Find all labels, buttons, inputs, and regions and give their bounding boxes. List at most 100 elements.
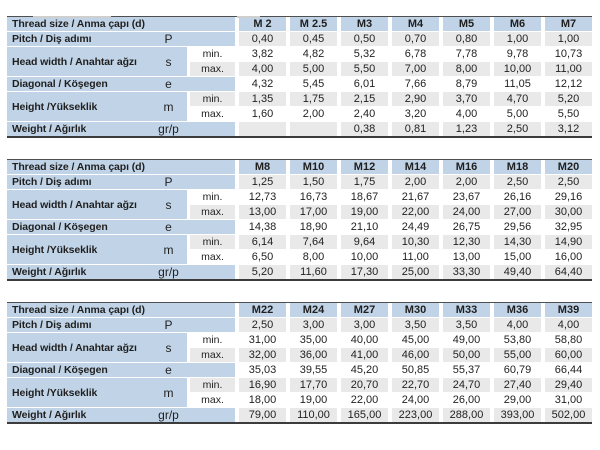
value-cell: 1,50	[286, 175, 337, 189]
size-header-cell: M10	[286, 160, 337, 174]
max-label: max.	[187, 107, 235, 121]
row-label-text: Pitch / Diş adımı	[12, 33, 92, 45]
value-cell: 26,75	[439, 220, 490, 234]
value-cell: 29,56	[490, 220, 541, 234]
thread-size-header-label: Thread size / Anma çapı (d)	[7, 303, 235, 317]
row-label-text: Head width / Anahtar ağzı	[12, 55, 137, 68]
min-label: min.	[187, 190, 235, 204]
value-cell: 0,40	[235, 32, 286, 46]
value-cell: 4,70	[490, 92, 541, 106]
value-cell: 11,05	[490, 77, 541, 91]
size-header-cell: M36	[490, 303, 541, 317]
value-cell: 5,32	[337, 47, 388, 61]
value-cell: 14,30	[490, 235, 541, 249]
row-label-pitch: Pitch / Diş adımı P	[7, 32, 235, 46]
value-cell: 10,00	[337, 250, 388, 264]
value-cell: 6,78	[388, 47, 439, 61]
value-cell: 12,12	[541, 77, 592, 91]
row-label-height: Height /Yükseklik m	[7, 92, 187, 121]
value-cell: 53,80	[490, 333, 541, 347]
value-cell: 41,00	[337, 348, 388, 362]
value-cell: 60,00	[541, 348, 592, 362]
row-label-text: Weight / Ağırlık	[12, 123, 87, 135]
value-cell: 31,00	[541, 393, 592, 407]
value-cell	[286, 122, 337, 136]
value-cell: 31,00	[235, 333, 286, 347]
value-cell: 20,70	[337, 378, 388, 392]
value-cell: 10,00	[490, 62, 541, 76]
value-cell: 29,16	[541, 190, 592, 204]
value-cell: 24,00	[388, 393, 439, 407]
row-label-text: Pitch / Diş adımı	[12, 319, 92, 331]
value-cell: 17,30	[337, 265, 388, 279]
min-label: min.	[187, 333, 235, 347]
value-cell: 19,00	[286, 393, 337, 407]
value-cell: 55,37	[439, 363, 490, 377]
size-header-cell: M33	[439, 303, 490, 317]
value-cell: 29,40	[541, 378, 592, 392]
value-cell: 0,38	[337, 122, 388, 136]
value-cell: 26,00	[439, 393, 490, 407]
thread-size-header-label: Thread size / Anma çapı (d)	[7, 17, 235, 31]
page-crop-artifact	[33, 16, 111, 18]
value-cell: 8,00	[439, 62, 490, 76]
value-cell: 1,23	[439, 122, 490, 136]
row-symbol: m	[163, 385, 174, 400]
value-cell: 3,82	[235, 47, 286, 61]
value-cell: 36,00	[286, 348, 337, 362]
value-cell: 17,00	[286, 205, 337, 219]
size-header-cell: M39	[541, 303, 592, 317]
value-cell: 7,66	[388, 77, 439, 91]
value-cell: 9,64	[337, 235, 388, 249]
row-label-text: Height /Yükseklik	[12, 243, 98, 256]
row-label-weight: Weight / Ağırlık gr/p	[7, 408, 235, 422]
row-label-text: Head width / Anahtar ağzı	[12, 198, 137, 211]
size-header-cell: M30	[388, 303, 439, 317]
value-cell: 2,90	[388, 92, 439, 106]
page-crop-artifact	[237, 16, 260, 18]
value-cell: 58,80	[541, 333, 592, 347]
value-cell: 22,70	[388, 378, 439, 392]
value-cell: 10,30	[388, 235, 439, 249]
row-label-head_width: Head width / Anahtar ağzı s	[7, 190, 187, 219]
value-cell: 2,00	[388, 175, 439, 189]
value-cell: 6,01	[337, 77, 388, 91]
value-cell: 1,00	[490, 32, 541, 46]
row-label-head_width: Head width / Anahtar ağzı s	[7, 333, 187, 362]
value-cell: 2,00	[439, 175, 490, 189]
value-cell: 1,25	[235, 175, 286, 189]
value-cell: 10,73	[541, 47, 592, 61]
row-symbol: P	[164, 32, 173, 46]
value-cell: 1,00	[541, 32, 592, 46]
value-cell: 2,40	[337, 107, 388, 121]
value-cell: 502,00	[541, 408, 592, 422]
value-cell: 26,16	[490, 190, 541, 204]
value-cell: 4,32	[235, 77, 286, 91]
row-label-pitch: Pitch / Diş adımı P	[7, 175, 235, 189]
value-cell: 16,00	[541, 250, 592, 264]
value-cell: 110,00	[286, 408, 337, 422]
value-cell: 13,00	[439, 250, 490, 264]
row-symbol: P	[164, 318, 173, 332]
value-cell: 27,40	[490, 378, 541, 392]
value-cell: 288,00	[439, 408, 490, 422]
value-cell: 3,20	[388, 107, 439, 121]
value-cell: 18,67	[337, 190, 388, 204]
row-label-head_width: Head width / Anahtar ağzı s	[7, 47, 187, 76]
value-cell: 0,45	[286, 32, 337, 46]
value-cell: 3,00	[337, 318, 388, 332]
row-symbol: P	[164, 175, 173, 189]
spec-table-3: Thread size / Anma çapı (d) M22 M24 M27 M30 M…	[7, 302, 592, 424]
value-cell: 4,82	[286, 47, 337, 61]
size-header-cell: M18	[490, 160, 541, 174]
value-cell: 393,00	[490, 408, 541, 422]
value-cell: 4,00	[490, 318, 541, 332]
value-cell: 3,00	[286, 318, 337, 332]
size-header-cell: M 2	[235, 17, 286, 31]
value-cell: 35,00	[286, 333, 337, 347]
value-cell: 50,00	[439, 348, 490, 362]
row-label-pitch: Pitch / Diş adımı P	[7, 318, 235, 332]
value-cell: 40,00	[337, 333, 388, 347]
value-cell: 33,30	[439, 265, 490, 279]
